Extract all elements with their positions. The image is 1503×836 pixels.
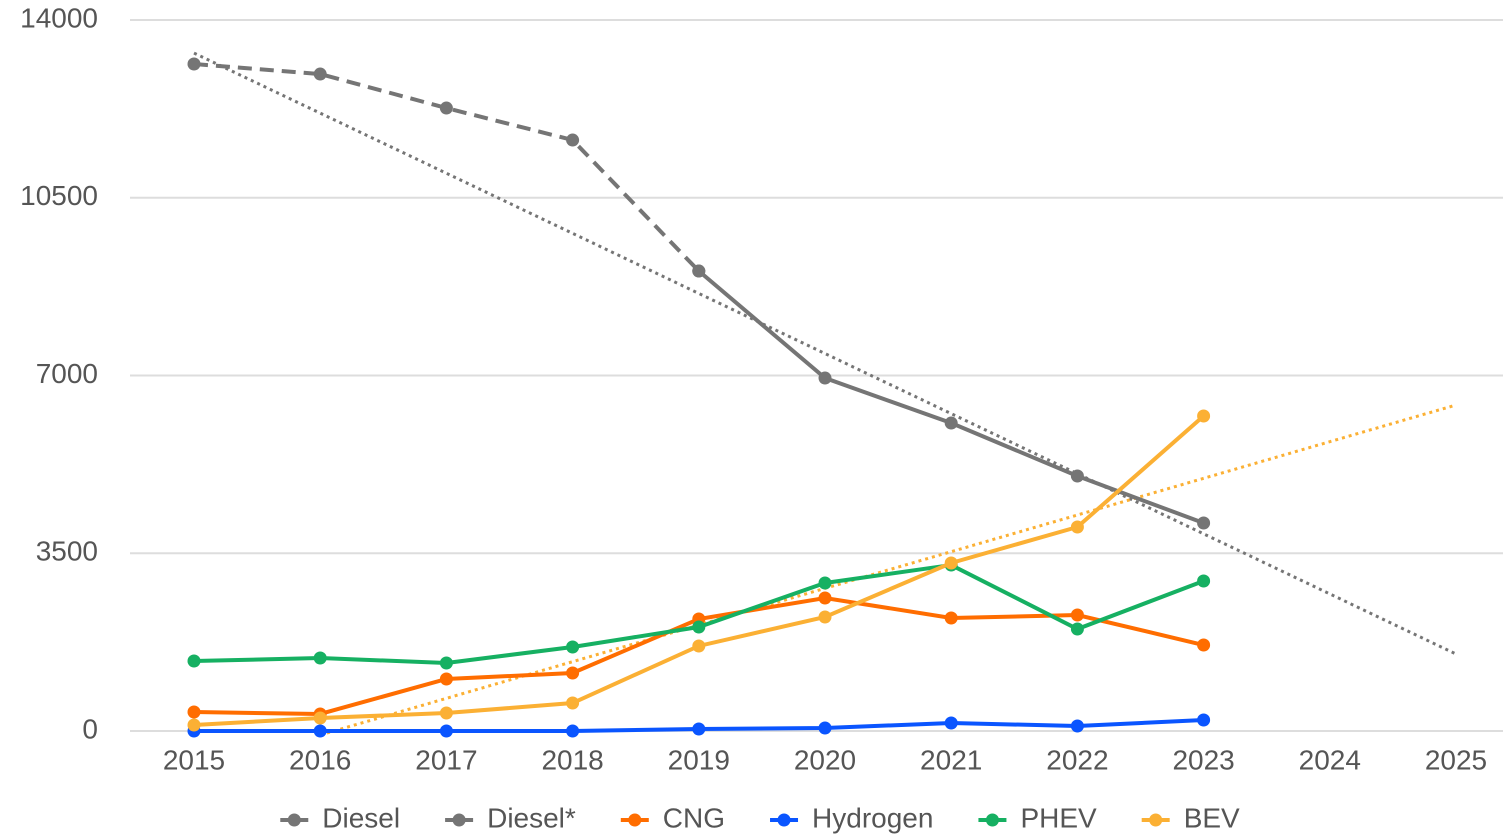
data-point xyxy=(1070,608,1084,622)
data-point xyxy=(566,133,580,147)
data-point xyxy=(313,67,327,81)
x-tick-label: 2018 xyxy=(541,744,603,775)
legend-marker xyxy=(452,813,466,827)
y-tick-label: 10500 xyxy=(20,180,98,211)
legend-label: Diesel xyxy=(322,802,400,833)
data-point xyxy=(1197,713,1211,727)
legend-label: BEV xyxy=(1184,802,1240,833)
data-point xyxy=(1197,638,1211,652)
x-tick-label: 2020 xyxy=(794,744,856,775)
data-point xyxy=(1197,409,1211,423)
x-tick-label: 2017 xyxy=(415,744,477,775)
data-point xyxy=(944,611,958,625)
data-point xyxy=(566,640,580,654)
data-point xyxy=(944,556,958,570)
trendline xyxy=(193,51,1457,656)
legend-item: Hydrogen xyxy=(770,802,933,833)
data-point xyxy=(187,57,201,71)
data-point xyxy=(692,620,706,634)
legend-item: Diesel xyxy=(280,802,400,833)
data-point xyxy=(1070,622,1084,636)
data-point xyxy=(818,721,832,735)
data-point xyxy=(439,656,453,670)
data-point xyxy=(439,101,453,115)
data-point xyxy=(1197,516,1211,530)
data-point xyxy=(692,722,706,736)
data-point xyxy=(692,264,706,278)
legend-label: Hydrogen xyxy=(812,802,933,833)
legend-marker xyxy=(1149,813,1163,827)
x-tick-label: 2016 xyxy=(289,744,351,775)
y-tick-label: 3500 xyxy=(36,536,98,567)
x-tick-label: 2023 xyxy=(1172,744,1234,775)
data-point xyxy=(818,591,832,605)
x-tick-label: 2024 xyxy=(1299,744,1361,775)
data-point xyxy=(692,639,706,653)
x-tick-label: 2019 xyxy=(668,744,730,775)
data-point xyxy=(187,718,201,732)
series-line xyxy=(193,414,1205,728)
data-point xyxy=(1070,469,1084,483)
y-tick-label: 14000 xyxy=(20,2,98,33)
x-tick-label: 2015 xyxy=(163,744,225,775)
data-point xyxy=(1070,719,1084,733)
data-point xyxy=(187,705,201,719)
data-point xyxy=(1197,574,1211,588)
x-tick-label: 2025 xyxy=(1425,744,1487,775)
data-point xyxy=(1070,520,1084,534)
data-point xyxy=(566,696,580,710)
series-line xyxy=(193,62,701,273)
data-point xyxy=(818,610,832,624)
x-tick-label: 2021 xyxy=(920,744,982,775)
data-point xyxy=(187,654,201,668)
legend-item: PHEV xyxy=(978,802,1097,833)
data-point xyxy=(439,724,453,738)
x-tick-label: 2022 xyxy=(1046,744,1108,775)
data-point xyxy=(818,576,832,590)
legend-item: CNG xyxy=(620,802,725,833)
data-point xyxy=(439,706,453,720)
trendline xyxy=(319,403,1457,737)
legend-marker xyxy=(985,813,999,827)
legend-label: PHEV xyxy=(1020,802,1097,833)
data-point xyxy=(313,651,327,665)
legend-label: CNG xyxy=(663,802,725,833)
y-tick-label: 7000 xyxy=(36,358,98,389)
y-tick-label: 0 xyxy=(82,713,98,744)
legend-marker xyxy=(777,813,791,827)
legend: Diesel Diesel* CNG Hydrogen PHEV BEV xyxy=(280,802,1240,833)
data-point xyxy=(566,724,580,738)
legend-marker xyxy=(287,813,301,827)
legend-marker xyxy=(628,813,642,827)
data-point xyxy=(566,666,580,680)
legend-label: Diesel* xyxy=(487,802,576,833)
data-point xyxy=(439,672,453,686)
data-point xyxy=(944,716,958,730)
data-point xyxy=(313,724,327,738)
data-point xyxy=(818,371,832,385)
legend-item: Diesel* xyxy=(445,802,576,833)
data-point xyxy=(313,711,327,725)
legend-item: BEV xyxy=(1141,802,1240,833)
data-point xyxy=(944,416,958,430)
